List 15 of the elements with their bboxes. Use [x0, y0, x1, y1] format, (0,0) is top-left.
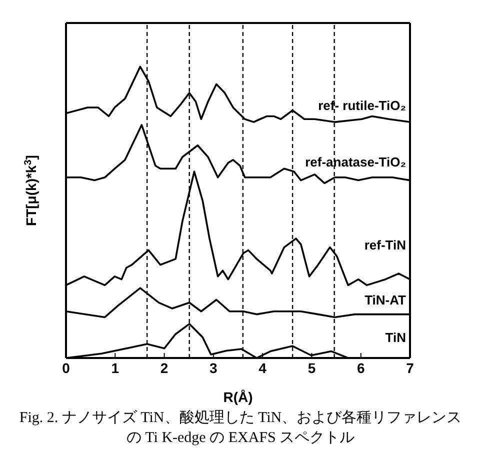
x-tick-label: 7	[406, 360, 414, 376]
series-label: ref-TiN	[364, 237, 406, 252]
series-label: TiN-AT	[364, 292, 406, 308]
x-tick-label: 5	[308, 360, 316, 376]
caption: Fig. 2. ナノサイズ TiN、酸処理した TiN、および各種リファレンスの Ti K-edge の EXAFS スペクトル	[18, 408, 463, 448]
x-axis-title: R(Å)	[223, 389, 253, 405]
series-label: TiN	[385, 330, 406, 345]
series-label: ref-anatase-TiO₂	[305, 154, 406, 170]
x-tick-label: 0	[62, 360, 70, 376]
x-tick-label: 4	[258, 360, 267, 376]
x-tick-label: 1	[111, 360, 120, 376]
series-label: ref- rutile-TiO₂	[318, 98, 406, 114]
x-tick-label: 2	[160, 360, 168, 376]
x-tick-label: 3	[210, 360, 218, 376]
x-tick-label: 6	[356, 360, 365, 376]
